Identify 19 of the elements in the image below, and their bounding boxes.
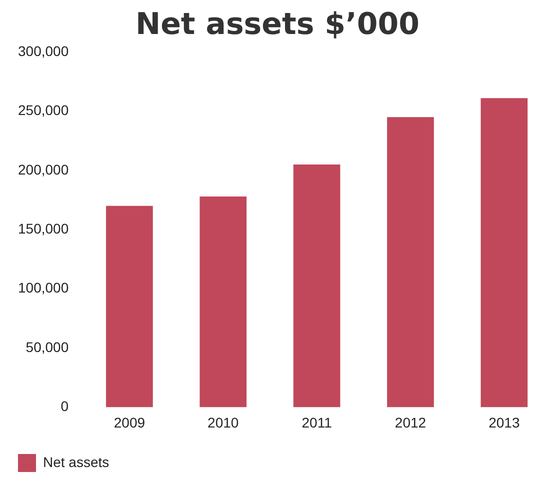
x-tick-label: 2012: [394, 414, 426, 430]
x-tick-label: 2009: [114, 414, 146, 430]
y-tick-label: 50,000: [26, 338, 69, 355]
legend-label: Net assets: [43, 454, 110, 470]
x-tick-label: 2010: [208, 414, 239, 430]
y-tick-label: 200,000: [18, 161, 69, 178]
y-tick-label: 250,000: [18, 102, 69, 118]
x-tick-label: 2013: [488, 414, 520, 430]
x-tick-label: 2011: [302, 414, 332, 430]
y-tick-label: 150,000: [18, 220, 69, 236]
y-tick-label: 300,000: [18, 42, 69, 59]
chart-title: Net assets $’000: [135, 6, 420, 42]
bar: [200, 196, 247, 408]
bar: [480, 98, 528, 408]
bar: [293, 164, 340, 408]
y-tick-label: 0: [60, 398, 69, 414]
bar: [106, 206, 153, 408]
bar: [387, 117, 434, 408]
y-tick-label: 100,000: [18, 280, 69, 296]
